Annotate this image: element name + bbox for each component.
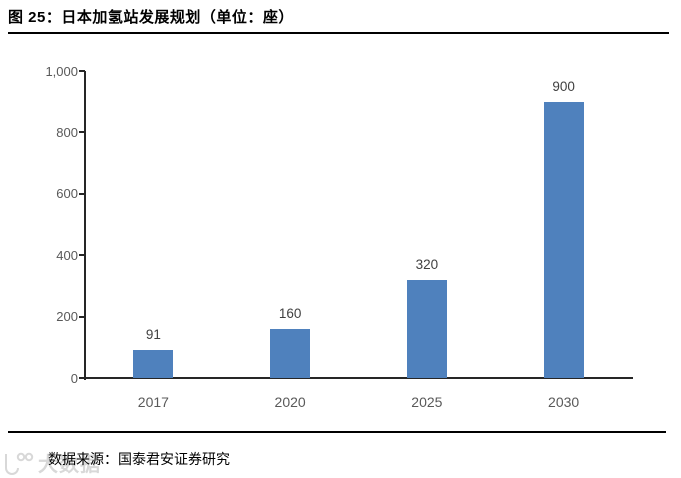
y-axis-tick-label: 800 bbox=[56, 124, 78, 140]
x-axis-tick-label: 2020 bbox=[274, 394, 306, 410]
x-axis-tick-label: 2025 bbox=[411, 394, 443, 410]
y-axis-line bbox=[84, 71, 86, 380]
bar-value-label: 900 bbox=[552, 78, 575, 94]
bar-chart: 0 200 400 600 800 1,000 91 2017 160 2020 320 2025 90… bbox=[0, 40, 681, 425]
x-axis-tick-label: 2030 bbox=[548, 394, 580, 410]
watermark-text: 大数据 bbox=[38, 454, 101, 476]
data-source: 数据来源：国泰君安证券研究 bbox=[48, 451, 230, 467]
x-axis-tick-label: 2017 bbox=[137, 394, 169, 410]
y-axis-tick-mark bbox=[79, 315, 85, 318]
footer-divider bbox=[8, 431, 666, 433]
y-axis-tick-label: 200 bbox=[56, 309, 78, 325]
y-axis-tick-mark bbox=[79, 131, 85, 134]
y-axis-tick-mark bbox=[79, 192, 85, 195]
y-axis-tick-label: 0 bbox=[70, 370, 78, 386]
y-axis-tick-label: 600 bbox=[56, 186, 78, 202]
watermark-logo-icon bbox=[2, 450, 36, 476]
bar-2017 bbox=[133, 350, 174, 378]
bar-value-label: 320 bbox=[415, 256, 439, 272]
watermark: 大数据 bbox=[2, 448, 101, 477]
y-axis-tick-label: 400 bbox=[56, 247, 78, 263]
bar-2025 bbox=[406, 279, 447, 378]
y-axis-tick-label: 1,000 bbox=[45, 63, 78, 79]
y-axis-tick-mark bbox=[79, 377, 85, 379]
bar-2030 bbox=[543, 101, 584, 378]
bar-2020 bbox=[270, 328, 311, 378]
bar-value-label: 160 bbox=[278, 305, 302, 321]
x-axis-line bbox=[84, 377, 633, 379]
title-divider bbox=[8, 32, 669, 34]
y-axis-tick-mark bbox=[79, 254, 85, 257]
figure-title: 图 25：日本加氢站发展规划（单位：座） bbox=[8, 9, 294, 26]
bar-value-label: 91 bbox=[145, 327, 161, 343]
y-axis-tick-mark bbox=[79, 70, 85, 72]
